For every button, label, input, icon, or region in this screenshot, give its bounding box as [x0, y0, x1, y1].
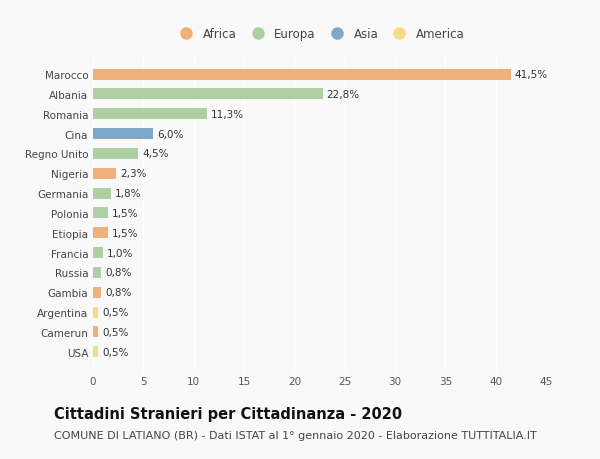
- Bar: [93, 247, 103, 258]
- Text: 6,0%: 6,0%: [157, 129, 184, 139]
- Text: 0,8%: 0,8%: [105, 268, 131, 278]
- Text: 0,5%: 0,5%: [102, 308, 128, 317]
- Text: 0,8%: 0,8%: [105, 288, 131, 297]
- Text: 22,8%: 22,8%: [326, 90, 359, 100]
- Bar: [93, 69, 511, 80]
- Bar: [93, 307, 98, 318]
- Bar: [93, 347, 98, 358]
- Text: 1,0%: 1,0%: [107, 248, 133, 258]
- Text: 1,8%: 1,8%: [115, 189, 142, 199]
- Bar: [93, 188, 111, 199]
- Text: 1,5%: 1,5%: [112, 208, 139, 218]
- Bar: [93, 149, 139, 160]
- Text: COMUNE DI LATIANO (BR) - Dati ISTAT al 1° gennaio 2020 - Elaborazione TUTTITALIA: COMUNE DI LATIANO (BR) - Dati ISTAT al 1…: [54, 431, 537, 440]
- Bar: [93, 287, 101, 298]
- Text: Cittadini Stranieri per Cittadinanza - 2020: Cittadini Stranieri per Cittadinanza - 2…: [54, 406, 402, 421]
- Text: 0,5%: 0,5%: [102, 327, 128, 337]
- Bar: [93, 89, 323, 100]
- Text: 2,3%: 2,3%: [120, 169, 146, 179]
- Bar: [93, 129, 154, 140]
- Text: 11,3%: 11,3%: [211, 110, 244, 119]
- Text: 1,5%: 1,5%: [112, 228, 139, 238]
- Bar: [93, 109, 207, 120]
- Legend: Africa, Europa, Asia, America: Africa, Europa, Asia, America: [170, 23, 469, 45]
- Text: 41,5%: 41,5%: [515, 70, 548, 80]
- Bar: [93, 208, 108, 219]
- Bar: [93, 327, 98, 338]
- Bar: [93, 267, 101, 278]
- Text: 4,5%: 4,5%: [142, 149, 169, 159]
- Bar: [93, 228, 108, 239]
- Text: 0,5%: 0,5%: [102, 347, 128, 357]
- Bar: [93, 168, 116, 179]
